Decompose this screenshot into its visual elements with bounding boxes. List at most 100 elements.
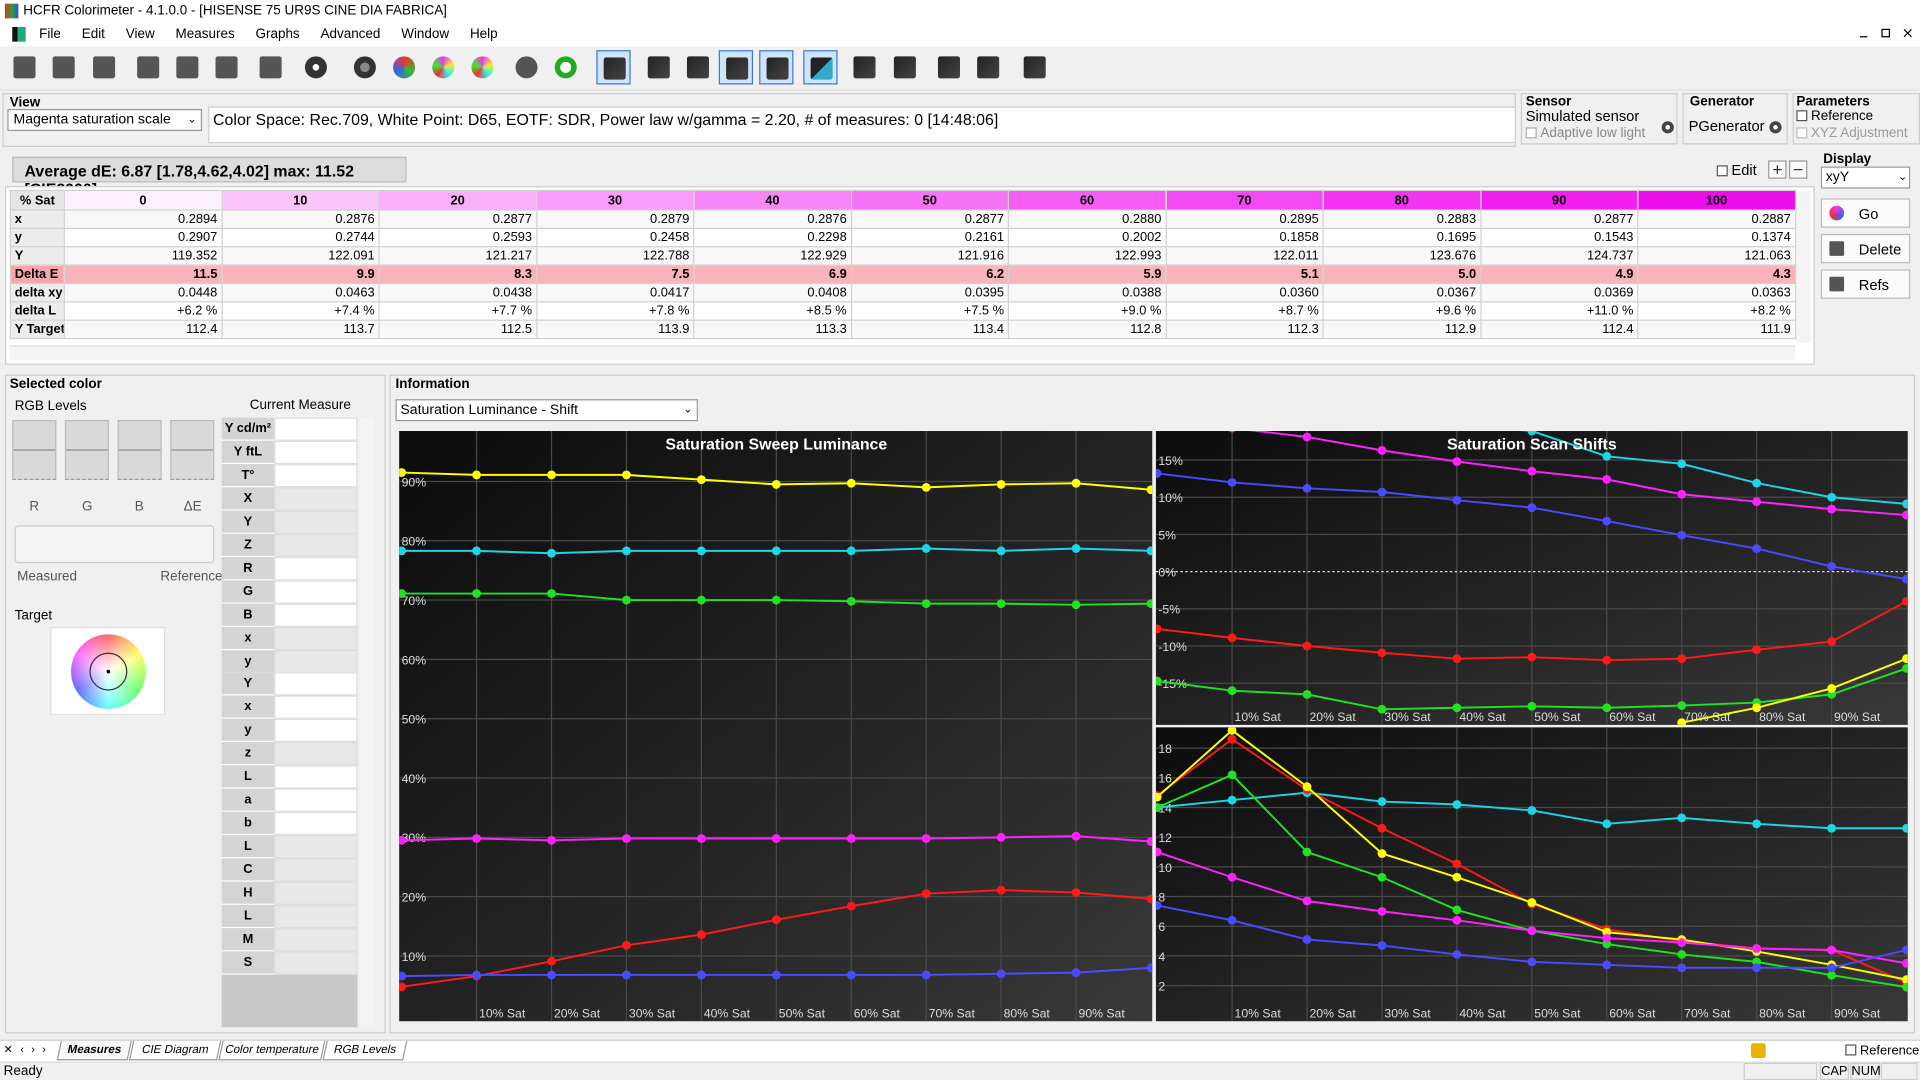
toolbar-button[interactable] (1018, 50, 1052, 84)
toolbar-button[interactable] (759, 50, 794, 85)
menu-bar: File Edit View Measures Graphs Advanced Window… (0, 22, 1920, 47)
toolbar-button[interactable] (549, 50, 583, 84)
toolbar-icon (853, 56, 876, 79)
field-value (274, 579, 358, 604)
sensor-settings[interactable] (1661, 121, 1674, 134)
toolbar-button[interactable] (387, 50, 421, 84)
app-icon (4, 3, 19, 19)
mdi-icons[interactable] (1859, 27, 1915, 39)
data-row: delta xy 0.0448 0.0463 0.0438 0.0417 0.0408 0.… (9, 282, 1796, 303)
data-row: y 0.2907 0.2744 0.2593 0.2458 0.2298 0.2161 0.2… (9, 227, 1796, 248)
toolbar-button[interactable] (642, 50, 676, 84)
information-title: Information (395, 377, 470, 392)
doc-icon (12, 26, 26, 42)
reference-label: Reference (160, 569, 223, 585)
action-button[interactable]: Delete (1820, 233, 1911, 264)
data-cell: 121.063 (1637, 246, 1796, 266)
data-cell: 0.2907 (63, 227, 223, 248)
toolbar-button[interactable] (509, 50, 543, 84)
field-value (274, 510, 358, 534)
field-value (274, 695, 358, 720)
view-dropdown[interactable]: Magenta saturation scale ⌄ (7, 108, 203, 132)
row-label: Y (9, 246, 65, 266)
action-button[interactable]: Go (1820, 198, 1911, 228)
data-cell: 11.5 (63, 264, 223, 285)
toolbar-button[interactable] (253, 50, 287, 84)
status-bar (0, 1061, 1920, 1080)
parameter-checkbox[interactable]: Reference (1796, 109, 1873, 124)
parameter-text: XYZ Adjustment (1811, 126, 1908, 141)
field-value (274, 672, 358, 697)
adaptive-checkbox[interactable]: Adaptive low light (1525, 126, 1645, 141)
toolbar-button[interactable] (348, 50, 382, 84)
toolbar-button[interactable] (170, 50, 204, 84)
mdi-controls[interactable] (1859, 27, 1915, 43)
data-cell: +9.0 % (1007, 301, 1167, 321)
parameter-checkbox[interactable]: XYZ Adjustment (1796, 126, 1908, 141)
toolbar-button[interactable] (131, 50, 165, 84)
add-button[interactable] (1768, 160, 1787, 179)
toolbar-icon (471, 56, 494, 79)
toolbar-button[interactable] (803, 50, 838, 85)
field-value (274, 742, 358, 766)
parameter-text: Reference (1811, 108, 1874, 124)
field-label: H (221, 881, 275, 905)
display-dropdown[interactable]: xyY ⌄ (1820, 166, 1911, 189)
remove-button[interactable] (1788, 160, 1808, 179)
toolbar-button[interactable] (47, 50, 81, 84)
data-cell: 119.352 (63, 246, 223, 266)
data-cell: 112.3 (1165, 319, 1324, 340)
tab[interactable]: CIE Diagram (128, 1040, 222, 1061)
toolbar-button[interactable] (299, 50, 333, 84)
toolbar-button[interactable] (209, 50, 243, 84)
toolbar-button[interactable] (888, 50, 922, 84)
button-icon (1829, 205, 1845, 221)
data-row: Y Target 112.4 113.7 112.5 113.9 113.3 113.4 11… (9, 319, 1796, 340)
toolbar-button[interactable] (718, 50, 754, 85)
toolbar-button[interactable] (847, 50, 881, 84)
field-value (274, 858, 358, 882)
data-cell: 0.0360 (1165, 282, 1324, 303)
level-box (12, 420, 57, 480)
toolbar-button[interactable] (87, 50, 121, 84)
data-cell: 9.9 (221, 264, 380, 285)
menu-item[interactable]: Edit (81, 26, 105, 42)
toolbar-button[interactable] (932, 50, 966, 84)
parameters-panel (1792, 93, 1920, 145)
data-cell: 0.2876 (221, 209, 380, 229)
tab[interactable]: Color temperature (218, 1040, 326, 1061)
toolbar-button[interactable] (7, 50, 41, 84)
generator-settings[interactable] (1769, 121, 1782, 134)
toolbar-button[interactable] (465, 50, 499, 84)
data-cell: 0.2593 (378, 227, 537, 248)
checkbox (1525, 127, 1537, 139)
menu-item[interactable]: Help (469, 26, 498, 42)
row-label: Y Target (9, 319, 65, 340)
action-button[interactable]: Refs (1820, 269, 1911, 299)
checkbox (1845, 1044, 1857, 1056)
dropdown-arrow: ⌄ (187, 112, 197, 125)
status-text: Ready (3, 1064, 43, 1079)
column-header: 80 (1322, 189, 1482, 211)
data-cell: 0.2894 (63, 209, 223, 229)
field-filler (221, 974, 358, 1028)
tab[interactable]: RGB Levels (322, 1040, 408, 1061)
edit-checkbox[interactable]: Edit (1716, 162, 1757, 179)
menu-item[interactable]: Measures (175, 26, 235, 42)
data-cell: 0.2458 (535, 227, 695, 248)
toolbar-button[interactable] (596, 50, 631, 85)
toolbar-button[interactable] (971, 50, 1005, 84)
button-glyph (1776, 165, 1778, 174)
graph-dropdown[interactable]: Saturation Luminance - Shift ⌄ (395, 399, 698, 422)
menu-item[interactable]: View (125, 26, 155, 42)
menu-item[interactable]: File (39, 26, 61, 42)
tab-nav[interactable]: ✕‹›› (3, 1043, 54, 1056)
menu-item[interactable]: Window (401, 26, 450, 42)
toolbar-button[interactable] (681, 50, 715, 84)
toolbar-button[interactable] (426, 50, 460, 84)
tab[interactable]: Measures (56, 1040, 132, 1061)
menu-item[interactable]: Advanced (320, 26, 381, 42)
menu-item[interactable]: Graphs (255, 26, 300, 42)
reference-checkbox[interactable]: Reference (1845, 1043, 1919, 1058)
